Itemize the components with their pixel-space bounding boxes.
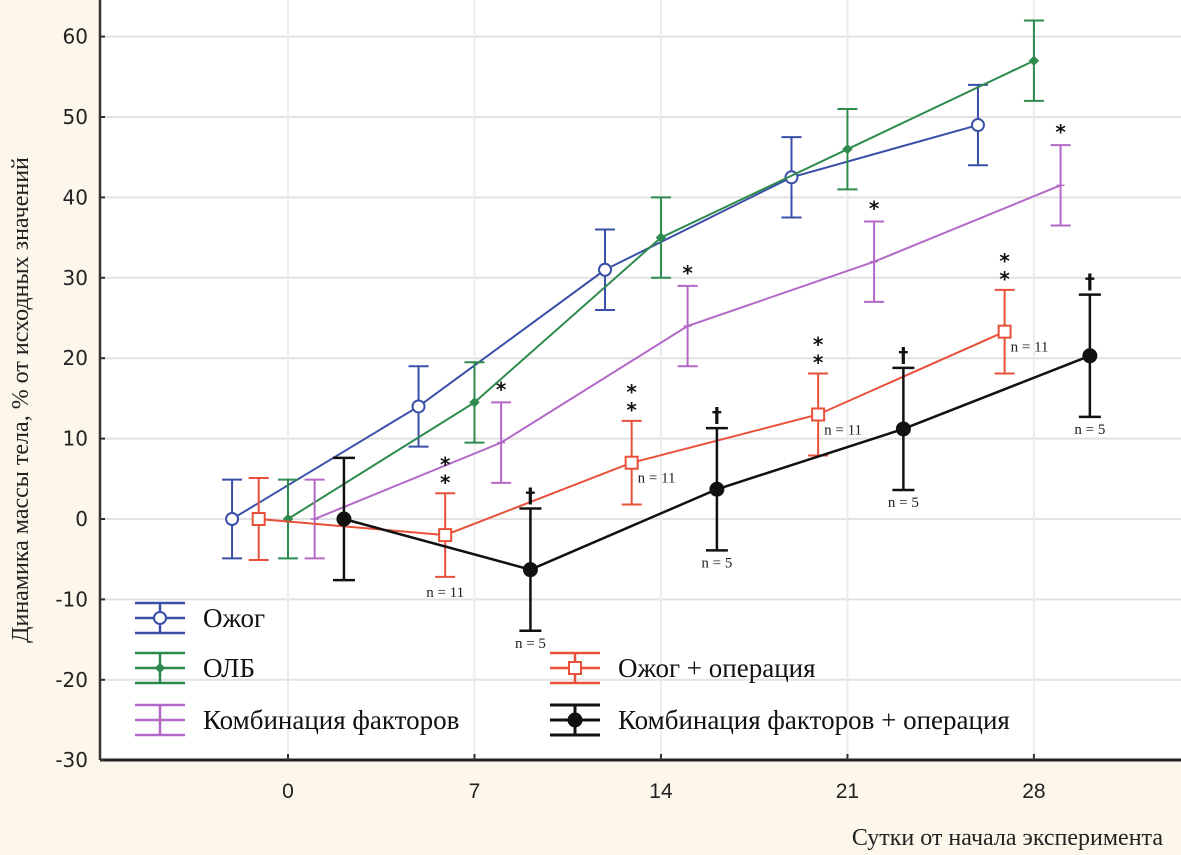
series-1 — [222, 83, 988, 560]
x-axis-label: Сутки от начала эксперимента — [852, 825, 1163, 851]
y-tick-label: -10 — [55, 587, 88, 611]
series-5: † n = 5 † n = 5 † n = 5 † n = 5 — [332, 270, 1105, 652]
significance-annotation: * — [626, 380, 637, 404]
series-layer: ******n = 11**n = 11**n = 11**n = 11†n =… — [222, 19, 1105, 652]
significance-annotation: † — [898, 343, 908, 367]
significance-annotation: * — [440, 470, 451, 494]
legend-item: Ожог — [135, 601, 265, 635]
x-tick-label: 0 — [282, 780, 294, 803]
y-tick-label: 60 — [63, 25, 88, 49]
significance-annotation: † — [1085, 270, 1095, 294]
diamond-marker — [469, 397, 480, 408]
n-label: n = 5 — [1074, 422, 1105, 438]
circle-filled-marker — [895, 421, 911, 437]
legend-label: Комбинация факторов — [203, 705, 459, 735]
n-label: n = 11 — [1011, 340, 1049, 356]
n-label: n = 5 — [515, 636, 546, 652]
y-tick-label: 40 — [63, 185, 88, 209]
significance-annotation: † — [525, 484, 535, 508]
n-label: n = 11 — [638, 471, 676, 487]
diamond-marker — [154, 662, 166, 674]
x-tick-label: 7 — [469, 780, 481, 803]
significance-annotation: * — [440, 452, 451, 476]
n-label: n = 11 — [824, 422, 862, 438]
legend-item: Ожог + операция — [550, 651, 816, 685]
y-tick-label: 10 — [63, 427, 88, 451]
plot-area — [100, 0, 1181, 760]
significance-annotation: * — [496, 377, 507, 401]
circle-filled-marker — [336, 511, 352, 527]
significance-annotation: * — [682, 261, 693, 285]
circle-filled-marker — [1082, 348, 1098, 364]
x-tick-label: 28 — [1022, 780, 1045, 803]
diamond-marker — [842, 143, 853, 155]
x-axis-ticks: 0 7 14 21 28 — [282, 754, 1046, 803]
legend-label: Комбинация факторов + операция — [618, 705, 1010, 735]
n-label: n = 11 — [426, 585, 464, 601]
legend-label: Ожог + операция — [618, 653, 816, 683]
significance-annotation: † — [712, 403, 722, 427]
n-label: n = 5 — [701, 555, 732, 571]
y-axis-ticks: -30 -20 -10 0 10 20 30 40 50 60 — [55, 25, 105, 772]
y-tick-label: 30 — [63, 266, 88, 290]
square-open-marker — [251, 512, 266, 526]
significance-annotation: * — [869, 197, 880, 221]
x-tick-label: 14 — [649, 780, 673, 803]
x-tick-label: 21 — [836, 780, 859, 803]
y-tick-label: -20 — [55, 668, 88, 692]
significance-annotation: * — [813, 350, 824, 374]
circle-open-marker — [225, 512, 240, 526]
legend-label: Ожог — [203, 603, 265, 633]
significance-annotation: * — [999, 249, 1010, 273]
series-2 — [278, 19, 1044, 560]
diamond-marker — [655, 232, 667, 243]
significance-annotation: * — [1055, 120, 1066, 144]
legend-item: Комбинация факторов + операция — [550, 703, 1010, 737]
circle-open-marker — [153, 611, 167, 625]
circle-open-marker — [411, 399, 426, 414]
circle-filled-marker — [567, 712, 583, 728]
significance-annotation: * — [813, 332, 824, 356]
y-tick-label: -30 — [55, 748, 88, 772]
legend: Ожог ОЛБ Комбинация факторов Ожог + операци… — [135, 601, 1010, 737]
legend-item: Комбинация факторов — [135, 703, 459, 737]
axes — [98, 0, 1181, 762]
significance-annotation: * — [999, 267, 1010, 291]
y-tick-label: 50 — [63, 105, 88, 129]
y-tick-label: 0 — [75, 507, 88, 531]
legend-item: ОЛБ — [135, 651, 255, 685]
legend-label: ОЛБ — [203, 653, 255, 683]
circle-filled-marker — [522, 562, 538, 578]
y-tick-label: 20 — [63, 346, 88, 370]
gridlines — [100, 0, 1181, 760]
square-open-marker — [997, 324, 1012, 339]
square-open-marker — [438, 528, 453, 543]
y-axis-label: Динамика массы тела, % от исходных значе… — [8, 157, 34, 643]
circle-filled-marker — [709, 481, 725, 497]
n-label: n = 5 — [888, 495, 919, 511]
square-open-marker — [624, 455, 639, 470]
diamond-marker — [1028, 55, 1040, 66]
circle-open-marker — [970, 118, 985, 133]
square-open-marker — [811, 407, 826, 422]
significance-annotation: * — [626, 398, 637, 422]
square-open-marker — [568, 661, 582, 675]
circle-open-marker — [598, 262, 613, 277]
series-3: **** — [304, 120, 1071, 560]
